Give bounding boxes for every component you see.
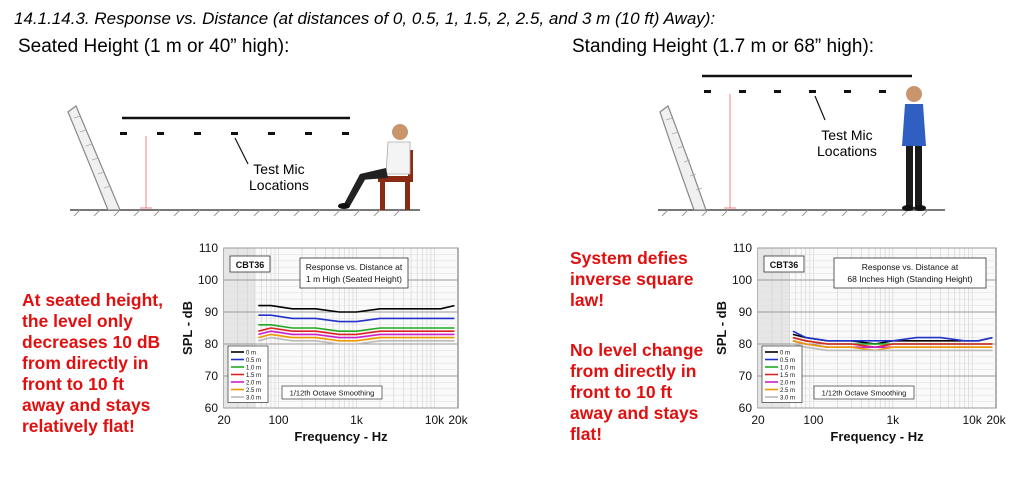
seated-person-icon xyxy=(338,124,413,210)
y-axis-label: SPL - dB xyxy=(180,301,195,355)
y-tick-label: 70 xyxy=(205,369,219,383)
footnote-box xyxy=(813,385,915,400)
series-line-4 xyxy=(258,330,455,339)
x-tick-label: 20k xyxy=(448,413,468,427)
page-heading: 14.1.14.3. Response vs. Distance (at dis… xyxy=(14,9,716,28)
chart-footnote: 1/12th Octave Smoothing xyxy=(822,389,907,398)
y-tick-label: 70 xyxy=(739,369,753,383)
x-tick-label: 1k xyxy=(886,413,900,427)
standing-subtitle: Standing Height (1.7 m or 68” high): xyxy=(572,36,875,57)
badge-box xyxy=(229,255,271,273)
y-tick-label: 90 xyxy=(205,305,219,319)
y-tick-label: 110 xyxy=(733,241,752,255)
seated-subtitle: Seated Height (1 m or 40” high): xyxy=(18,36,290,57)
standing-note-2: No level change from directly in front t… xyxy=(570,340,704,444)
legend-label-6: 3.0 m xyxy=(246,396,261,402)
legend-label-4: 2.0 m xyxy=(780,381,795,387)
legend-label-0: 0 m xyxy=(780,351,790,357)
seated-note: At seated height, the level only decreas… xyxy=(22,290,163,436)
y-tick-label: 100 xyxy=(732,273,752,287)
seated-response-chart: 60 70 80 90 100 110 20 100 1k 10k 20k Frequency - H… xyxy=(180,241,469,444)
x-tick-label: 20k xyxy=(986,413,1006,427)
series-line-1 xyxy=(792,330,993,342)
footnote-box xyxy=(281,385,383,400)
y-tick-label: 110 xyxy=(199,241,218,255)
badge-box xyxy=(763,255,805,273)
series-line-5 xyxy=(792,340,993,352)
series-line-5 xyxy=(258,333,455,342)
x-tick-label: 1k xyxy=(350,413,364,427)
standing-illustration xyxy=(658,74,945,217)
x-tick-label: 20 xyxy=(751,413,765,427)
y-tick-label: 60 xyxy=(739,401,753,415)
standing-person-icon xyxy=(902,86,926,211)
chart-badge: CBT36 xyxy=(236,260,265,270)
legend-label-6: 3.0 m xyxy=(780,396,795,402)
legend-label-3: 1.5 m xyxy=(246,373,261,379)
legend-label-5: 2.5 m xyxy=(780,388,795,394)
chart-footnote: 1/12th Octave Smoothing xyxy=(290,389,375,398)
chart-title-line-2: 68 Inches High (Standing Height) xyxy=(847,274,972,284)
legend-label-1: 0.5 m xyxy=(780,358,795,364)
x-tick-label: 100 xyxy=(269,413,289,427)
x-tick-label: 10k xyxy=(425,413,445,427)
x-tick-label: 100 xyxy=(803,413,823,427)
legend-label-0: 0 m xyxy=(246,351,256,357)
chart-title-line-2: 1 m High (Seated Height) xyxy=(306,274,402,284)
legend-label-4: 2.0 m xyxy=(246,381,261,387)
y-tick-label: 100 xyxy=(198,273,218,287)
x-axis-label: Frequency - Hz xyxy=(294,429,388,444)
series-line-0 xyxy=(258,304,455,313)
title-box xyxy=(833,257,987,289)
legend-label-5: 2.5 m xyxy=(246,388,261,394)
legend-box xyxy=(227,345,269,403)
seated-mic-label: Test Mic Locations xyxy=(249,161,309,193)
series-line-3 xyxy=(792,336,993,348)
standing-mic-label: Test Mic Locations xyxy=(817,127,877,159)
series-line-6 xyxy=(258,336,455,345)
x-tick-label: 20 xyxy=(217,413,231,427)
chart-badge: CBT36 xyxy=(770,260,799,270)
y-tick-label: 90 xyxy=(739,305,753,319)
standing-response-chart: 60 70 80 90 100 110 20 100 1k 10k 20k Frequency - H… xyxy=(714,241,1007,444)
chart-title-line-1: Response vs. Distance at xyxy=(306,262,403,272)
title-box xyxy=(299,257,409,289)
legend-label-2: 1.0 m xyxy=(780,366,795,372)
series-line-6 xyxy=(792,343,993,352)
y-tick-label: 80 xyxy=(205,337,219,351)
standing-note-1: System defies inverse square law! xyxy=(570,248,694,310)
y-axis-label: SPL - dB xyxy=(714,301,729,355)
seated-illustration xyxy=(67,105,420,217)
legend-label-3: 1.5 m xyxy=(780,373,795,379)
chart-title-line-1: Response vs. Distance at xyxy=(862,262,959,272)
y-tick-label: 80 xyxy=(739,337,753,351)
x-tick-label: 10k xyxy=(962,413,982,427)
x-axis-label: Frequency - Hz xyxy=(830,429,924,444)
series-line-3 xyxy=(258,327,455,336)
series-line-2 xyxy=(258,324,455,332)
legend-label-2: 1.0 m xyxy=(246,366,261,372)
series-line-1 xyxy=(258,314,455,323)
legend-label-1: 0.5 m xyxy=(246,358,261,364)
y-tick-label: 60 xyxy=(205,401,219,415)
